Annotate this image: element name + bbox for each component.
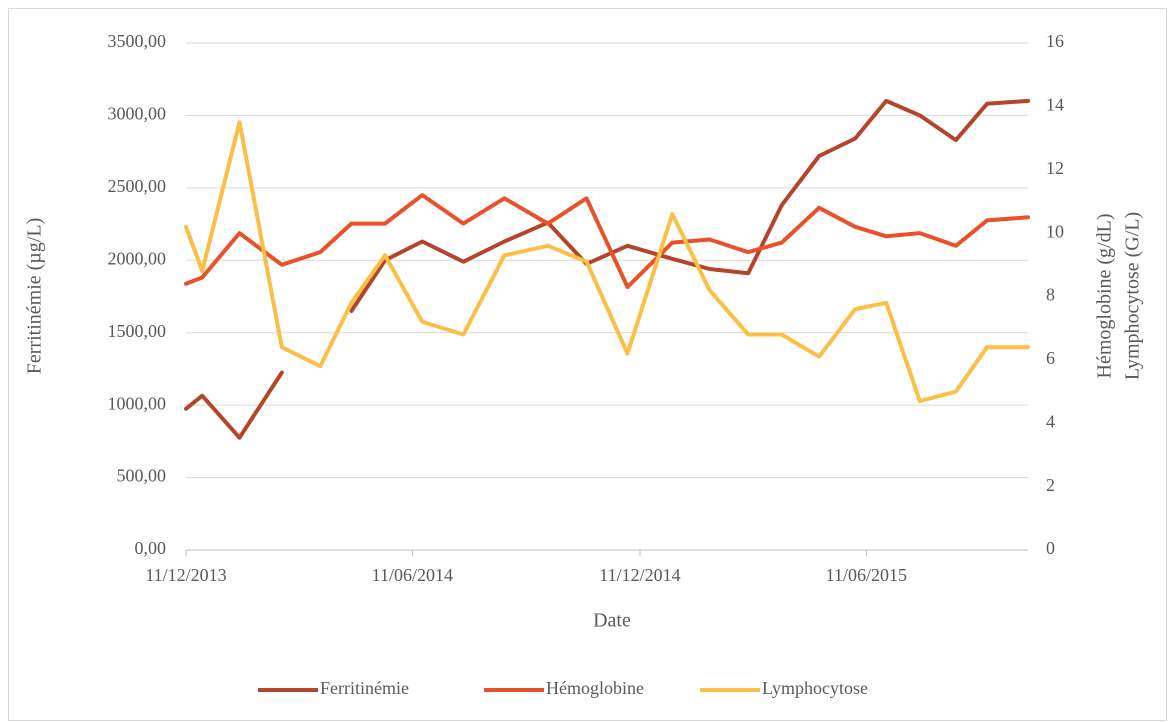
- y2-tick-label: 0: [1046, 538, 1055, 558]
- y2-axis-label: Hémoglobine (g/dL): [1094, 214, 1116, 379]
- y2-axis-label: Lymphocytose (G/L): [1122, 212, 1144, 380]
- y-tick-label: 0,00: [135, 538, 167, 558]
- x-tick-label: 11/12/2014: [599, 565, 680, 585]
- legend-label: Hémoglobine: [546, 678, 644, 698]
- y-axis-label: Ferritinémie (µg/L): [24, 218, 46, 374]
- y2-tick-label: 4: [1046, 411, 1055, 431]
- y-tick-label: 500,00: [117, 466, 167, 486]
- x-tick-label: 11/06/2014: [372, 565, 453, 585]
- y2-tick-label: 14: [1046, 95, 1064, 115]
- y2-tick-label: 12: [1046, 158, 1064, 178]
- legend-label: Ferritinémie: [320, 678, 409, 698]
- y-tick-label: 2500,00: [108, 176, 167, 196]
- x-tick-label: 11/06/2015: [826, 565, 907, 585]
- series-line: [184, 120, 1030, 404]
- y2-tick-label: 10: [1046, 221, 1064, 241]
- y-tick-label: 3000,00: [108, 104, 167, 124]
- y2-tick-label: 6: [1046, 348, 1055, 368]
- y2-tick-label: 8: [1046, 285, 1055, 305]
- y2-tick-label: 2: [1046, 475, 1055, 495]
- legend-label: Lymphocytose: [762, 678, 868, 698]
- series-line: [184, 98, 1030, 440]
- series-line: [184, 193, 1030, 289]
- y-tick-label: 3500,00: [108, 31, 167, 51]
- y2-tick-label: 16: [1046, 31, 1064, 51]
- y-tick-label: 1500,00: [108, 321, 167, 341]
- x-axis-label: Date: [593, 610, 631, 632]
- x-tick-label: 11/12/2013: [145, 565, 226, 585]
- y-tick-label: 1000,00: [108, 393, 167, 413]
- y-tick-label: 2000,00: [108, 248, 167, 268]
